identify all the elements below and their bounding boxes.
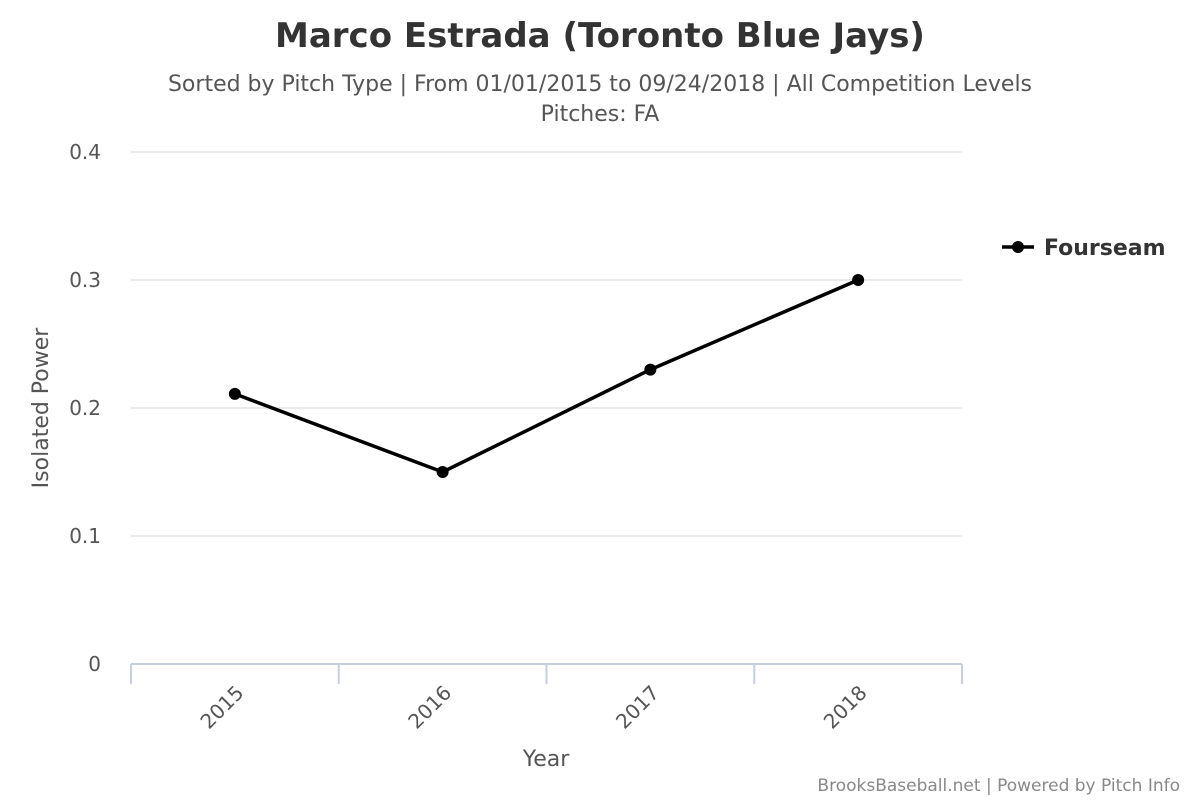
series-line-0 xyxy=(235,280,858,472)
y-axis-ticks: 0 0.1 0.2 0.3 0.4 xyxy=(69,140,101,676)
x-tick-label-2015: 2015 xyxy=(195,681,248,734)
x-tick-label-2018: 2018 xyxy=(819,681,872,734)
y-axis-title: Isolated Power xyxy=(29,327,54,489)
x-axis xyxy=(131,664,962,684)
series-group xyxy=(229,274,864,478)
chart-subtitle-line1: Sorted by Pitch Type | From 01/01/2015 t… xyxy=(168,72,1032,97)
y-tick-label-1: 0.1 xyxy=(69,524,101,548)
data-point-2016[interactable] xyxy=(437,466,449,478)
x-axis-ticks: 2015 2016 2017 2018 xyxy=(195,681,871,734)
y-tick-label-3: 0.3 xyxy=(69,268,101,292)
y-tick-label-0: 0 xyxy=(88,652,101,676)
chart-title: Marco Estrada (Toronto Blue Jays) xyxy=(275,16,925,56)
chart-credits[interactable]: BrooksBaseball.net | Powered by Pitch In… xyxy=(817,776,1180,796)
data-point-2017[interactable] xyxy=(644,364,656,376)
y-tick-label-4: 0.4 xyxy=(69,140,101,164)
x-tick-label-2016: 2016 xyxy=(403,681,456,734)
data-point-2015[interactable] xyxy=(229,388,241,400)
x-tick-label-2017: 2017 xyxy=(611,681,664,734)
data-point-2018[interactable] xyxy=(852,274,864,286)
legend[interactable]: Fourseam xyxy=(1002,236,1166,261)
y-tick-label-2: 0.2 xyxy=(69,396,101,420)
chart-subtitle-line2: Pitches: FA xyxy=(541,102,660,127)
legend-label-fourseam[interactable]: Fourseam xyxy=(1044,236,1166,261)
x-axis-title: Year xyxy=(522,747,571,772)
gridlines xyxy=(131,152,962,536)
legend-marker-icon xyxy=(1012,241,1024,253)
